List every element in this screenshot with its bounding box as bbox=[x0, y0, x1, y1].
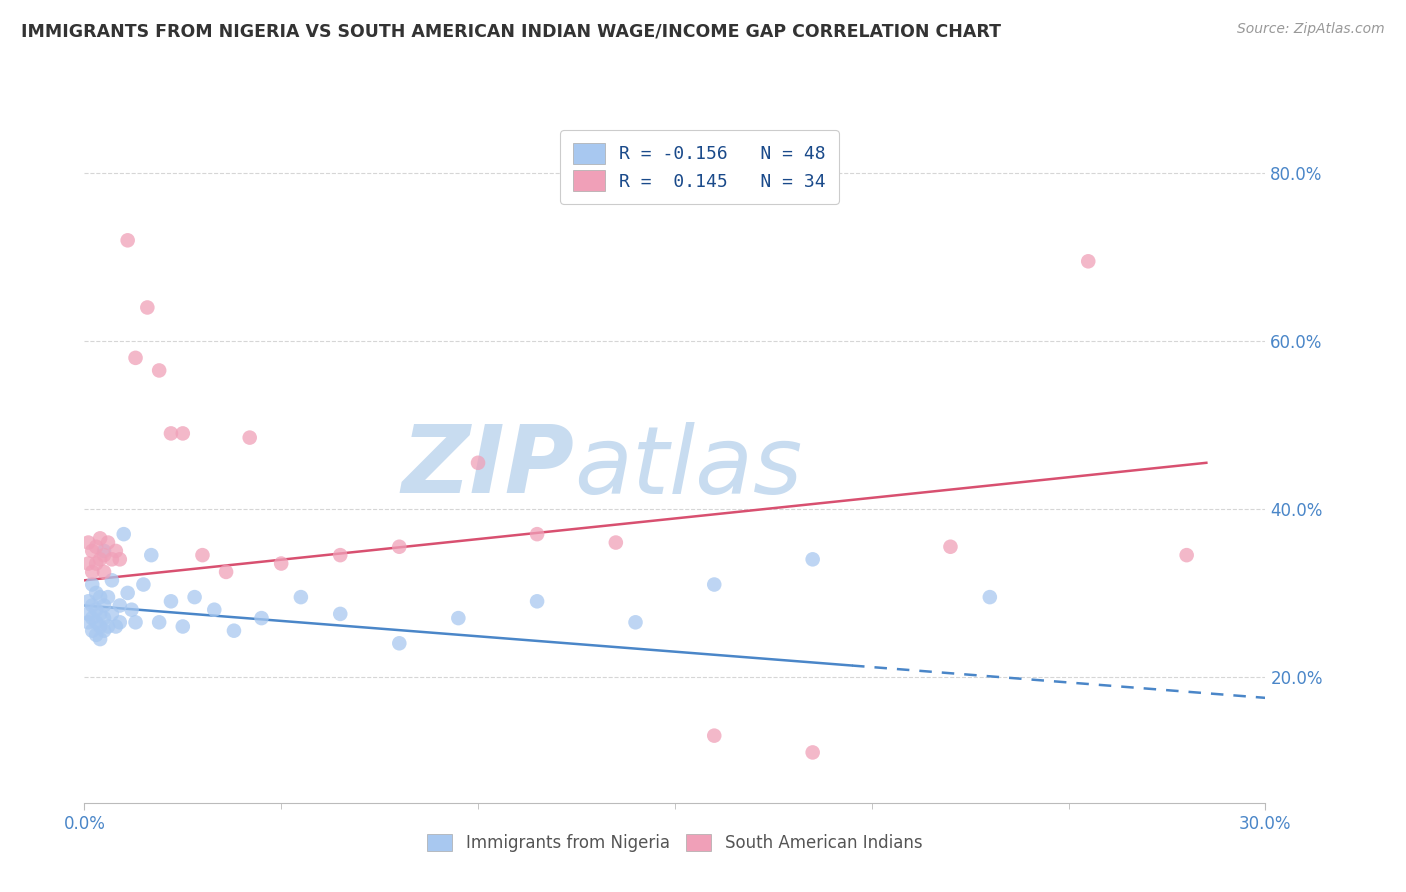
Point bbox=[183, 590, 205, 604]
Point bbox=[624, 615, 647, 630]
Point bbox=[93, 611, 115, 625]
Point bbox=[89, 619, 111, 633]
Point bbox=[97, 535, 120, 549]
Point bbox=[84, 557, 107, 571]
Text: atlas: atlas bbox=[575, 422, 803, 513]
Point bbox=[939, 540, 962, 554]
Point bbox=[82, 577, 104, 591]
Point bbox=[172, 426, 194, 441]
Text: Source: ZipAtlas.com: Source: ZipAtlas.com bbox=[1237, 22, 1385, 37]
Point bbox=[82, 544, 104, 558]
Point bbox=[388, 636, 411, 650]
Point bbox=[222, 624, 245, 638]
Point bbox=[82, 624, 104, 638]
Point bbox=[239, 431, 262, 445]
Point bbox=[703, 729, 725, 743]
Text: IMMIGRANTS FROM NIGERIA VS SOUTH AMERICAN INDIAN WAGE/INCOME GAP CORRELATION CHA: IMMIGRANTS FROM NIGERIA VS SOUTH AMERICA… bbox=[21, 22, 1001, 40]
Point bbox=[77, 557, 100, 571]
Point bbox=[202, 603, 225, 617]
Point bbox=[290, 590, 312, 604]
Point bbox=[160, 594, 183, 608]
Point bbox=[124, 351, 146, 365]
Point bbox=[160, 426, 183, 441]
Point bbox=[979, 590, 1001, 604]
Point bbox=[117, 233, 139, 247]
Point bbox=[801, 552, 824, 566]
Legend: Immigrants from Nigeria, South American Indians: Immigrants from Nigeria, South American … bbox=[420, 827, 929, 859]
Point bbox=[77, 607, 100, 621]
Point bbox=[1077, 254, 1099, 268]
Point bbox=[89, 552, 111, 566]
Point bbox=[93, 548, 115, 562]
Point bbox=[101, 552, 124, 566]
Point bbox=[526, 594, 548, 608]
Point bbox=[526, 527, 548, 541]
Point bbox=[329, 607, 352, 621]
Point bbox=[82, 599, 104, 613]
Point bbox=[101, 607, 124, 621]
Point bbox=[172, 619, 194, 633]
Point bbox=[132, 577, 155, 591]
Point bbox=[112, 527, 135, 541]
Point bbox=[104, 544, 127, 558]
Point bbox=[108, 552, 131, 566]
Point bbox=[467, 456, 489, 470]
Text: ZIP: ZIP bbox=[402, 421, 575, 514]
Point bbox=[77, 594, 100, 608]
Point bbox=[84, 615, 107, 630]
Point bbox=[93, 565, 115, 579]
Point bbox=[329, 548, 352, 562]
Point bbox=[93, 599, 115, 613]
Point bbox=[270, 557, 292, 571]
Point bbox=[82, 565, 104, 579]
Point bbox=[703, 577, 725, 591]
Point bbox=[108, 615, 131, 630]
Point bbox=[84, 540, 107, 554]
Point bbox=[250, 611, 273, 625]
Point bbox=[801, 746, 824, 760]
Point bbox=[89, 607, 111, 621]
Point bbox=[215, 565, 238, 579]
Point bbox=[82, 611, 104, 625]
Point bbox=[93, 624, 115, 638]
Point bbox=[148, 615, 170, 630]
Point bbox=[141, 548, 163, 562]
Point bbox=[77, 615, 100, 630]
Point bbox=[117, 586, 139, 600]
Point bbox=[104, 619, 127, 633]
Point bbox=[121, 603, 143, 617]
Point bbox=[84, 603, 107, 617]
Point bbox=[191, 548, 214, 562]
Point bbox=[93, 544, 115, 558]
Point bbox=[1175, 548, 1198, 562]
Point bbox=[97, 590, 120, 604]
Point bbox=[108, 599, 131, 613]
Point bbox=[84, 628, 107, 642]
Point bbox=[136, 301, 159, 315]
Point bbox=[77, 535, 100, 549]
Point bbox=[97, 619, 120, 633]
Y-axis label: Wage/Income Gap: Wage/Income Gap bbox=[0, 376, 7, 516]
Point bbox=[84, 586, 107, 600]
Point bbox=[605, 535, 627, 549]
Point bbox=[148, 363, 170, 377]
Point bbox=[447, 611, 470, 625]
Point bbox=[89, 532, 111, 546]
Point bbox=[89, 590, 111, 604]
Point bbox=[89, 632, 111, 646]
Point bbox=[388, 540, 411, 554]
Point bbox=[101, 574, 124, 588]
Point bbox=[124, 615, 146, 630]
